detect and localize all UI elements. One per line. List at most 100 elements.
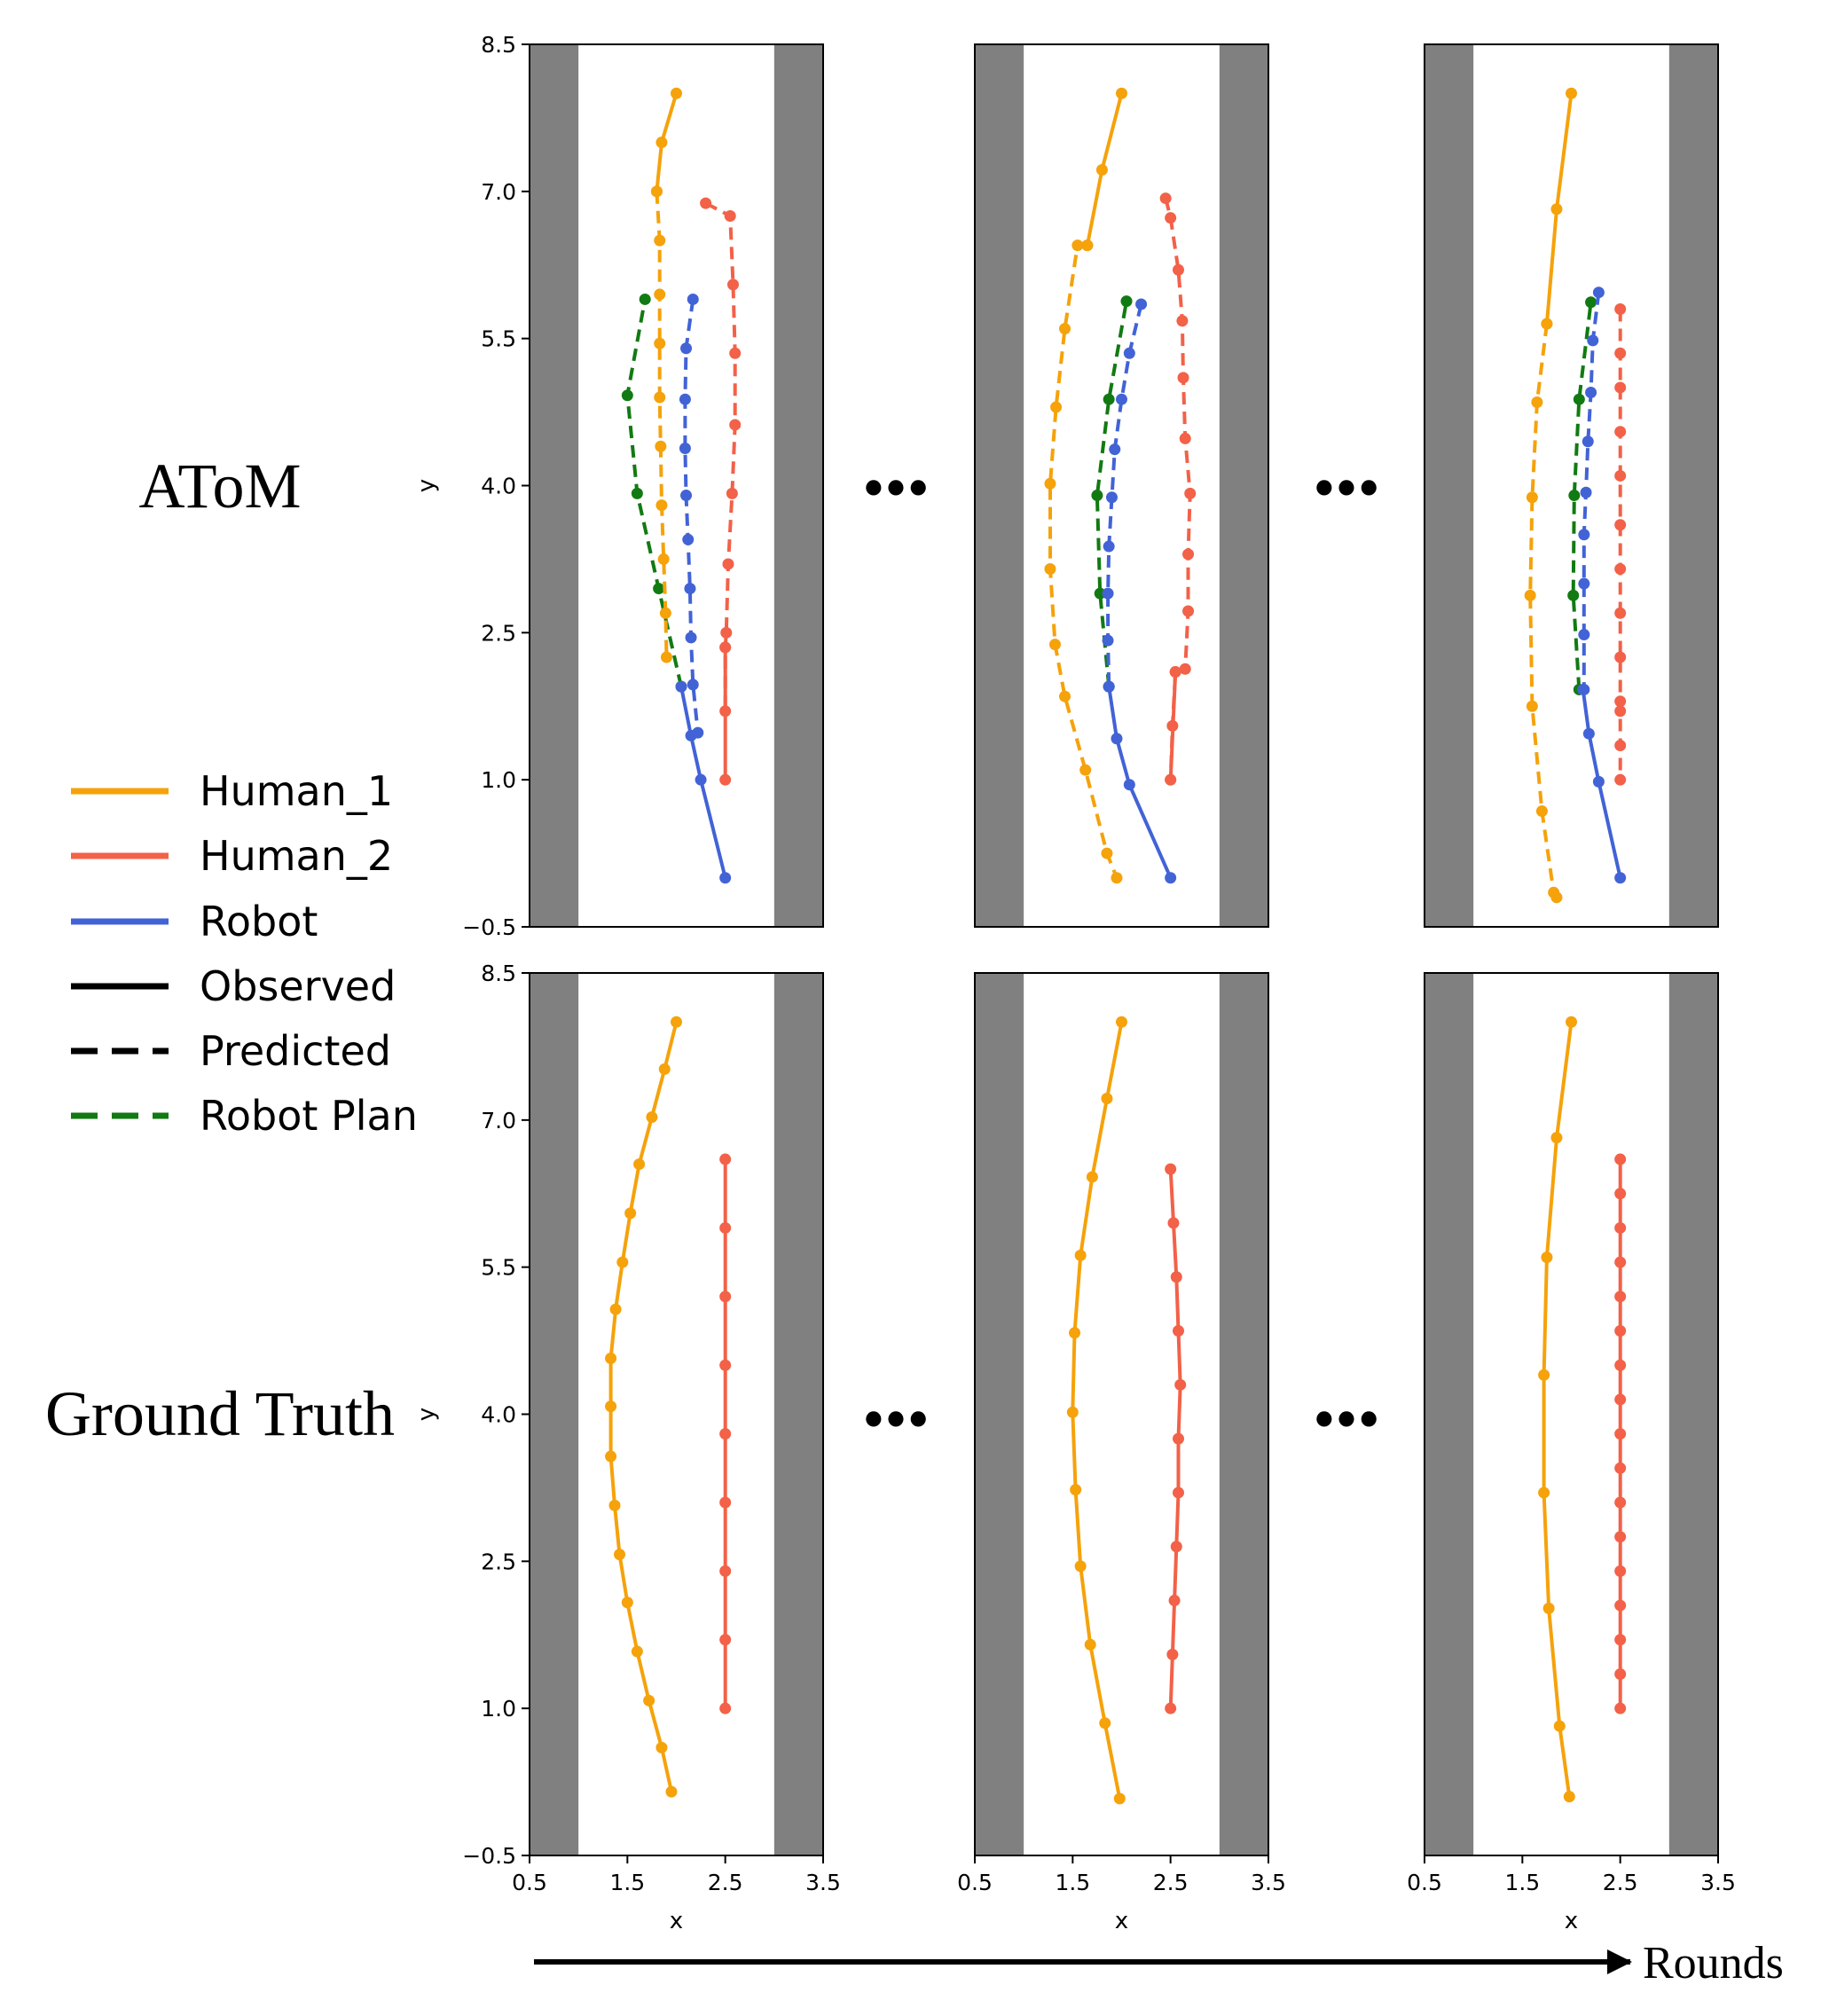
human-1-point bbox=[1535, 805, 1548, 818]
robot-point bbox=[1578, 683, 1590, 695]
human-1-point bbox=[614, 1549, 626, 1561]
human-2-point bbox=[1614, 773, 1627, 786]
human-1-point bbox=[671, 1016, 682, 1028]
robot-predicted-line bbox=[683, 299, 700, 733]
human-1-point bbox=[608, 1499, 621, 1511]
human-1-point bbox=[1526, 491, 1538, 504]
x-tick-label: 3.5 bbox=[805, 1870, 841, 1895]
human-2-point bbox=[1614, 1428, 1627, 1440]
human-1-point bbox=[1566, 87, 1577, 99]
human-2-point bbox=[1614, 1290, 1627, 1303]
human-1-point bbox=[1538, 1487, 1550, 1499]
rounds-label: Rounds bbox=[1643, 1938, 1784, 1989]
human-1-point bbox=[643, 1694, 655, 1706]
human-1-observed-line bbox=[608, 1021, 679, 1792]
human-2-point bbox=[700, 197, 712, 209]
wall-region bbox=[530, 973, 579, 1855]
human-2-point bbox=[719, 773, 732, 786]
robot-plan-point bbox=[1091, 490, 1103, 502]
human-1-point bbox=[657, 553, 670, 565]
robot-point bbox=[684, 583, 696, 595]
human-2-point bbox=[1172, 1325, 1184, 1337]
human-2-point bbox=[1614, 1359, 1627, 1371]
y-tick-label: −0.5 bbox=[462, 914, 516, 940]
human-2-point bbox=[729, 419, 742, 431]
human-1-point bbox=[1066, 1406, 1079, 1418]
human-2-point bbox=[719, 705, 732, 718]
human-2-point bbox=[1165, 212, 1177, 224]
human-2-point bbox=[1170, 1541, 1182, 1553]
human-1-point bbox=[1059, 690, 1071, 702]
human-2-point bbox=[1166, 1648, 1179, 1660]
wall-region bbox=[975, 973, 1024, 1855]
robot-point bbox=[1103, 680, 1115, 693]
human-1-predicted-line bbox=[655, 191, 669, 658]
human-2-point bbox=[726, 278, 739, 291]
human-1-point bbox=[1099, 1717, 1111, 1730]
human-2-point bbox=[1172, 263, 1184, 276]
robot-point bbox=[1578, 629, 1590, 641]
human-1-point bbox=[1086, 1171, 1098, 1183]
human-2-point bbox=[1169, 666, 1181, 679]
human-1-point bbox=[1081, 239, 1094, 252]
panel-frame bbox=[974, 972, 1269, 1856]
ellipsis-row2-a: ••• bbox=[862, 1384, 930, 1455]
panel-5: 0.5 1.5 2.5 3.5 x bbox=[957, 972, 1286, 1934]
wall-region bbox=[773, 973, 823, 1855]
human-2-point bbox=[1614, 1188, 1627, 1200]
panel-1: −0.5 1.0 2.5 4.0 5.5 7.0 8.5 y bbox=[413, 32, 824, 940]
wall-region bbox=[1668, 44, 1718, 927]
human-2-point bbox=[1177, 372, 1189, 384]
panel-4: −0.5 1.0 2.5 4.0 5.5 7.0 8.5 y 0.5 1.5 2.5 3.5 x bbox=[413, 961, 841, 1934]
x-tick-label: 2.5 bbox=[1153, 1870, 1189, 1895]
y-tick-label: 5.5 bbox=[481, 1255, 516, 1281]
human-1-point bbox=[1074, 1560, 1087, 1573]
human-1-point bbox=[1538, 1369, 1550, 1381]
x-tick-label: 1.5 bbox=[1055, 1870, 1090, 1895]
robot-plan-predicted-line bbox=[1095, 301, 1128, 687]
robot-point bbox=[687, 293, 699, 305]
ellipsis-row1-a: ••• bbox=[862, 452, 930, 523]
robot-point bbox=[1578, 529, 1590, 541]
wall-region bbox=[1668, 973, 1718, 1855]
human-2-point bbox=[1614, 1634, 1627, 1646]
human-1-point bbox=[1553, 1720, 1566, 1732]
robot-point bbox=[1587, 334, 1599, 347]
robot-plan-point bbox=[653, 583, 665, 595]
x-tick-label: 0.5 bbox=[512, 1870, 547, 1895]
human-2-point bbox=[724, 209, 736, 222]
x-tick-label: 0.5 bbox=[957, 1870, 993, 1895]
human-2-point bbox=[1174, 1378, 1187, 1391]
human-2-point bbox=[1614, 347, 1627, 359]
human-1-point bbox=[1524, 589, 1536, 601]
robot-point bbox=[1165, 872, 1177, 884]
human-1-point bbox=[1048, 639, 1061, 651]
human-1-point bbox=[1101, 1093, 1113, 1105]
human-2-point bbox=[1614, 1565, 1627, 1577]
human-2-point bbox=[1614, 1256, 1627, 1268]
robot-point bbox=[1585, 386, 1597, 398]
panel-frame bbox=[1424, 43, 1719, 928]
human-1-point bbox=[655, 137, 668, 149]
ellipsis-row2-b: ••• bbox=[1313, 1384, 1380, 1455]
human-1-point bbox=[621, 1596, 633, 1609]
human-2-point bbox=[1182, 548, 1195, 561]
x-tick-label: 2.5 bbox=[708, 1870, 743, 1895]
human-1-point bbox=[1113, 1792, 1126, 1805]
human-1-point bbox=[1095, 164, 1108, 176]
human-1-point bbox=[1111, 872, 1123, 884]
human-2-point bbox=[1182, 605, 1195, 617]
human-2-point bbox=[1614, 607, 1627, 619]
human-1-point bbox=[655, 1741, 668, 1753]
y-tick-label: 4.0 bbox=[481, 1402, 516, 1428]
human-1-point bbox=[659, 607, 671, 619]
robot-point bbox=[1582, 435, 1594, 448]
human-2-point bbox=[1165, 773, 1177, 786]
panel-frame bbox=[974, 43, 1269, 928]
human-1-point bbox=[650, 185, 663, 198]
human-1-point bbox=[605, 1352, 617, 1364]
robot-point bbox=[1116, 393, 1127, 405]
human-2-point bbox=[1614, 562, 1627, 575]
human-2-point bbox=[719, 1565, 732, 1577]
y-tick-label: 8.5 bbox=[481, 32, 516, 58]
